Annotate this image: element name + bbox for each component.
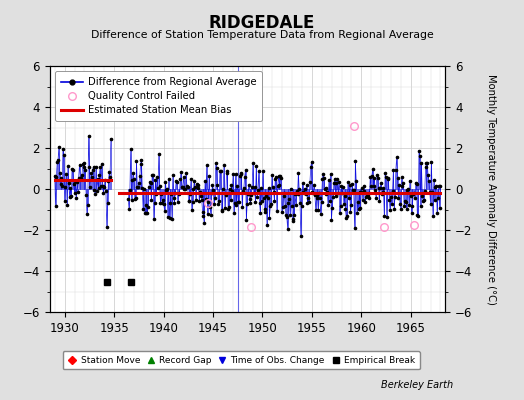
Legend: Difference from Regional Average, Quality Control Failed, Estimated Station Mean: Difference from Regional Average, Qualit…: [55, 71, 263, 121]
Text: Difference of Station Temperature Data from Regional Average: Difference of Station Temperature Data f…: [91, 30, 433, 40]
Text: RIDGEDALE: RIDGEDALE: [209, 14, 315, 32]
Legend: Station Move, Record Gap, Time of Obs. Change, Empirical Break: Station Move, Record Gap, Time of Obs. C…: [62, 352, 420, 370]
Text: Berkeley Earth: Berkeley Earth: [381, 380, 453, 390]
Y-axis label: Monthly Temperature Anomaly Difference (°C): Monthly Temperature Anomaly Difference (…: [486, 74, 496, 304]
